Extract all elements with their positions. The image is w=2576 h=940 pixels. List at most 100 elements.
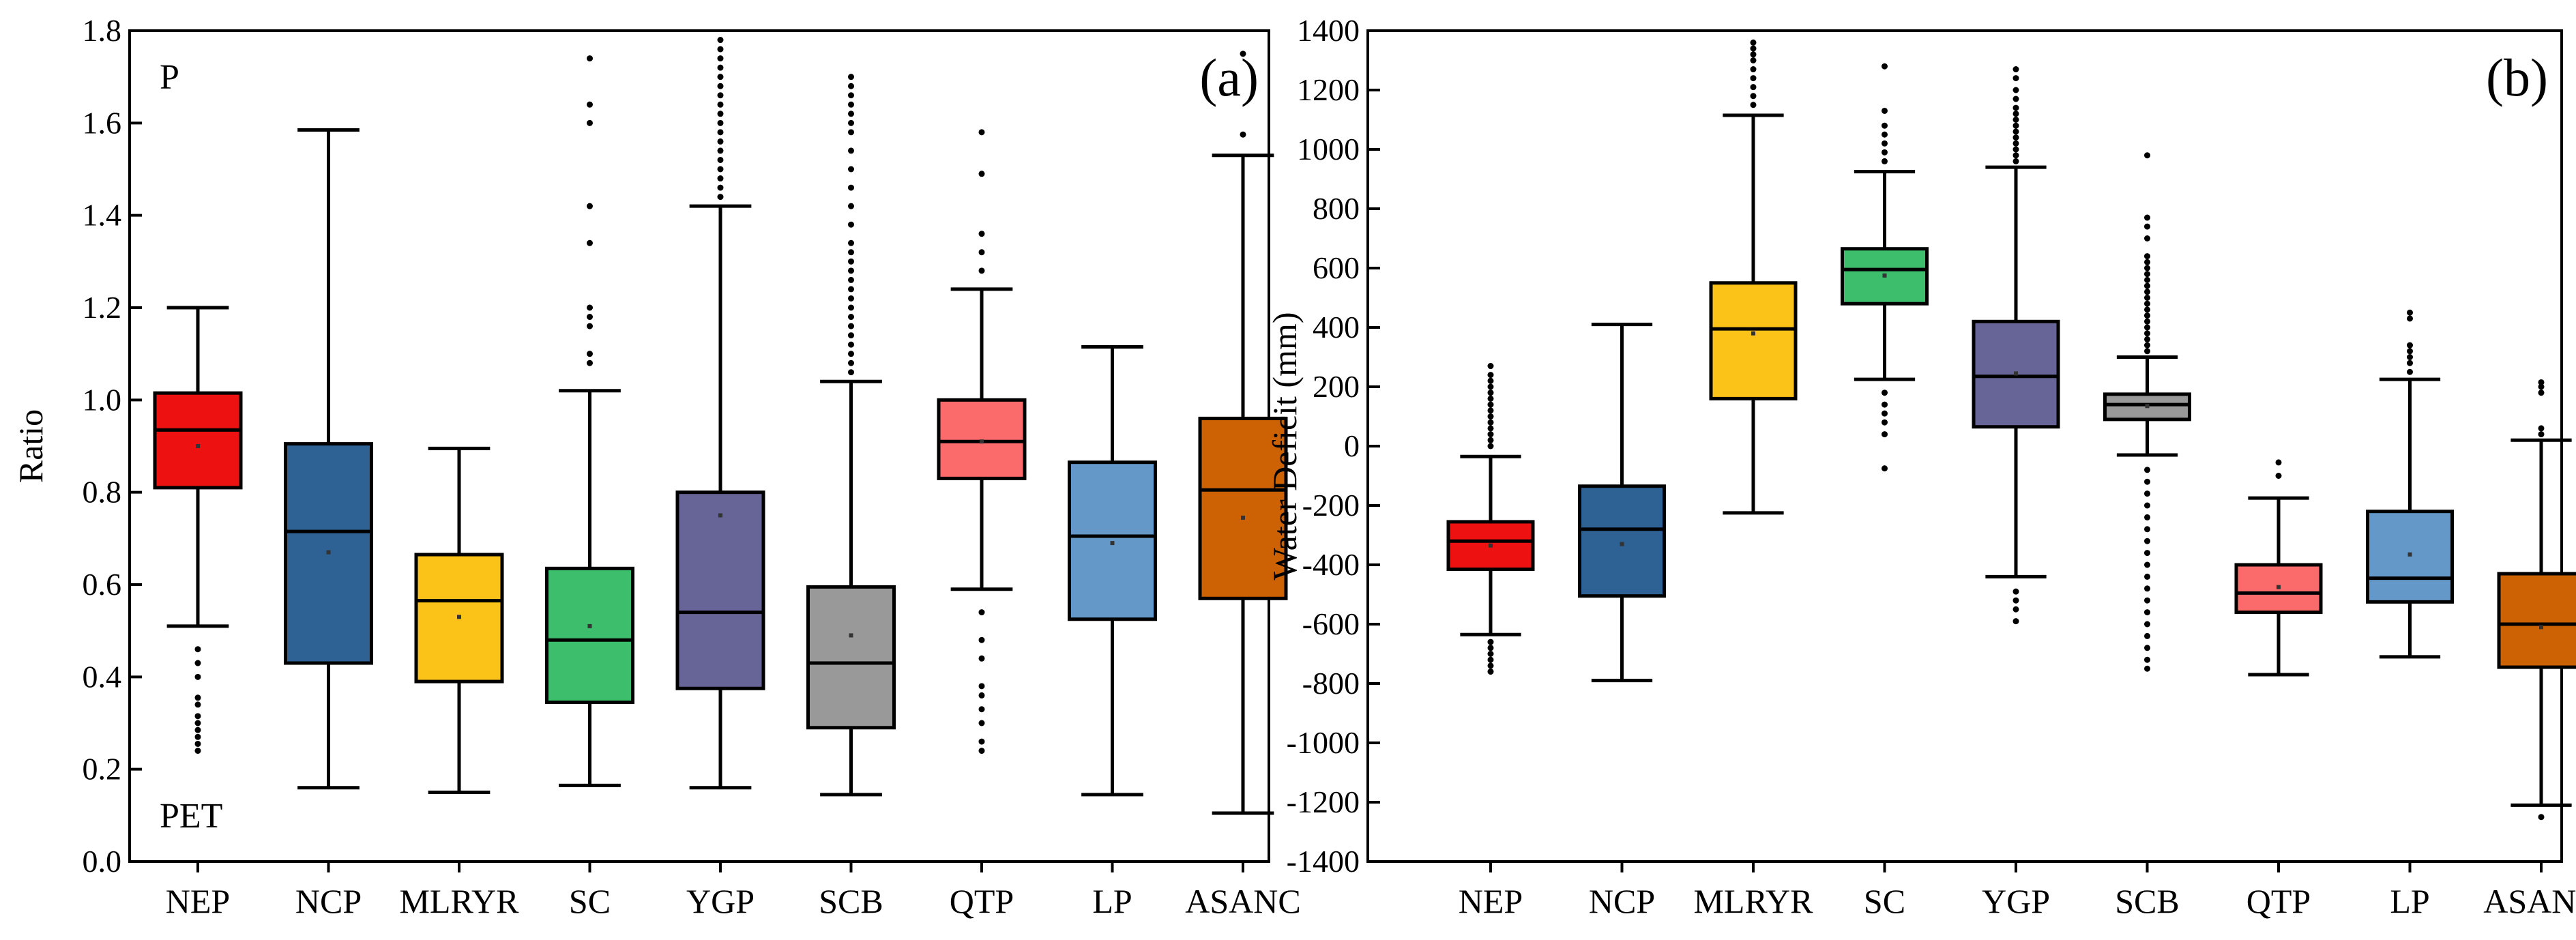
panel-a-y-tick-label: 0.4 xyxy=(83,659,122,694)
outlier-point xyxy=(717,166,724,173)
outlier-point xyxy=(1487,372,1494,379)
outlier-point xyxy=(1240,131,1246,138)
mean-marker xyxy=(587,623,592,628)
outlier-point xyxy=(587,314,593,321)
panel-a-y-tick-label: 0.6 xyxy=(83,567,122,602)
outlier-point xyxy=(194,701,201,708)
mean-marker xyxy=(1241,515,1245,520)
panel-a-x-tick-label: NEP xyxy=(166,882,230,920)
outlier-point xyxy=(1750,84,1757,91)
iqr-box xyxy=(1709,281,1798,400)
outlier-point xyxy=(848,276,854,283)
outlier-point xyxy=(2407,309,2413,316)
outlier-point xyxy=(1882,122,1888,129)
outlier-point xyxy=(2144,152,2150,159)
panel-b-y-tick-label: -800 xyxy=(1302,666,1360,701)
outlier-point xyxy=(848,239,854,246)
panel-b-frame xyxy=(1366,29,2563,863)
outlier-point xyxy=(978,231,985,237)
panel-b: Water Deficit (mm) (b) -1400 -1200 -1000 -8… xyxy=(1265,13,2576,920)
panel-b-y-tick-label: 0 xyxy=(1344,428,1360,463)
outlier-point xyxy=(848,341,854,348)
outlier-point xyxy=(587,239,593,246)
outlier-point xyxy=(848,258,854,265)
outlier-point xyxy=(1487,377,1494,384)
panel-a-x-tick-label: NCP xyxy=(295,882,362,920)
outlier-point xyxy=(848,351,854,357)
outlier-point xyxy=(194,694,201,701)
outlier-point xyxy=(848,74,854,80)
outlier-point xyxy=(2538,425,2545,432)
outlier-point xyxy=(587,351,593,357)
mean-marker xyxy=(1489,543,1493,548)
outlier-point xyxy=(194,720,201,726)
outlier-point xyxy=(2407,368,2413,375)
outlier-point xyxy=(717,64,724,71)
panel-b-box-nep xyxy=(1446,363,1535,675)
outlier-point xyxy=(848,166,854,173)
outlier-point xyxy=(1750,39,1757,46)
panel-b-y-axis-title: Water Deficit (mm) xyxy=(1265,312,1304,580)
panel-a-y-tick-label: 1.8 xyxy=(83,13,122,48)
outlier-point xyxy=(2012,111,2019,117)
panel-a-y-axis-title: Ratio xyxy=(12,409,50,483)
iqr-box xyxy=(2103,392,2191,422)
iqr-box xyxy=(545,566,634,705)
outlier-point xyxy=(2144,478,2150,485)
panel-a-x-tick-label: ASANC xyxy=(1185,882,1300,920)
outlier-point xyxy=(848,221,854,228)
outlier-point xyxy=(848,323,854,329)
panel-b-y-tick-label: 800 xyxy=(1313,191,1360,226)
mean-marker xyxy=(2539,625,2543,630)
outlier-point xyxy=(978,720,985,726)
outlier-point xyxy=(1487,662,1494,669)
outlier-point xyxy=(848,359,854,366)
panel-b-box-lp xyxy=(2366,309,2454,659)
outlier-point xyxy=(2144,265,2150,271)
outlier-point xyxy=(2012,158,2019,164)
panel-b-y-tick-label: -1400 xyxy=(1287,844,1360,879)
panel-a-y-tick-label: 0.0 xyxy=(83,844,122,879)
outlier-point xyxy=(848,129,854,136)
outlier-point xyxy=(2144,490,2150,497)
panel-b-y-tick-label: -1200 xyxy=(1287,784,1360,819)
outlier-point xyxy=(717,119,724,126)
outlier-point xyxy=(848,184,854,191)
panel-a-x-tick-label: LP xyxy=(1092,882,1132,920)
outlier-point xyxy=(2407,342,2413,349)
panel-b-y-tick-label: -1000 xyxy=(1287,725,1360,760)
outlier-point xyxy=(2012,146,2019,153)
outlier-point xyxy=(978,692,985,699)
outlier-point xyxy=(848,83,854,89)
outlier-point xyxy=(2144,514,2150,520)
outlier-point xyxy=(1882,431,1888,438)
outlier-point xyxy=(848,119,854,126)
outlier-point xyxy=(194,646,201,653)
outlier-point xyxy=(2144,585,2150,592)
panel-b-x-tick-label: MLRYR xyxy=(1693,882,1813,920)
outlier-point xyxy=(194,660,201,666)
iqr-box xyxy=(1578,484,1666,598)
outlier-point xyxy=(587,55,593,62)
outlier-point xyxy=(1750,102,1757,108)
outlier-point xyxy=(1487,363,1494,370)
panel-a-x-tick-label: MLRYR xyxy=(399,882,519,920)
outlier-point xyxy=(848,314,854,321)
outlier-point xyxy=(1882,410,1888,417)
outlier-point xyxy=(717,111,724,117)
outlier-point xyxy=(1750,45,1757,52)
outlier-point xyxy=(717,138,724,145)
outlier-point xyxy=(1750,93,1757,100)
outlier-point xyxy=(2144,656,2150,663)
panel-b-box-scb xyxy=(2103,152,2191,672)
outlier-point xyxy=(717,101,724,108)
outlier-point xyxy=(717,37,724,44)
panel-b-box-ygp xyxy=(1972,66,2060,625)
panel-a-box-qtp xyxy=(937,129,1027,754)
outlier-point xyxy=(2012,104,2019,111)
iqr-box xyxy=(153,391,243,490)
panel-a-x-axis: NEP NCP MLRYR SC YGP SCB QTP LP ASANC xyxy=(166,862,1301,920)
panel-b-x-tick-label: NCP xyxy=(1589,882,1655,920)
outlier-point xyxy=(717,156,724,163)
